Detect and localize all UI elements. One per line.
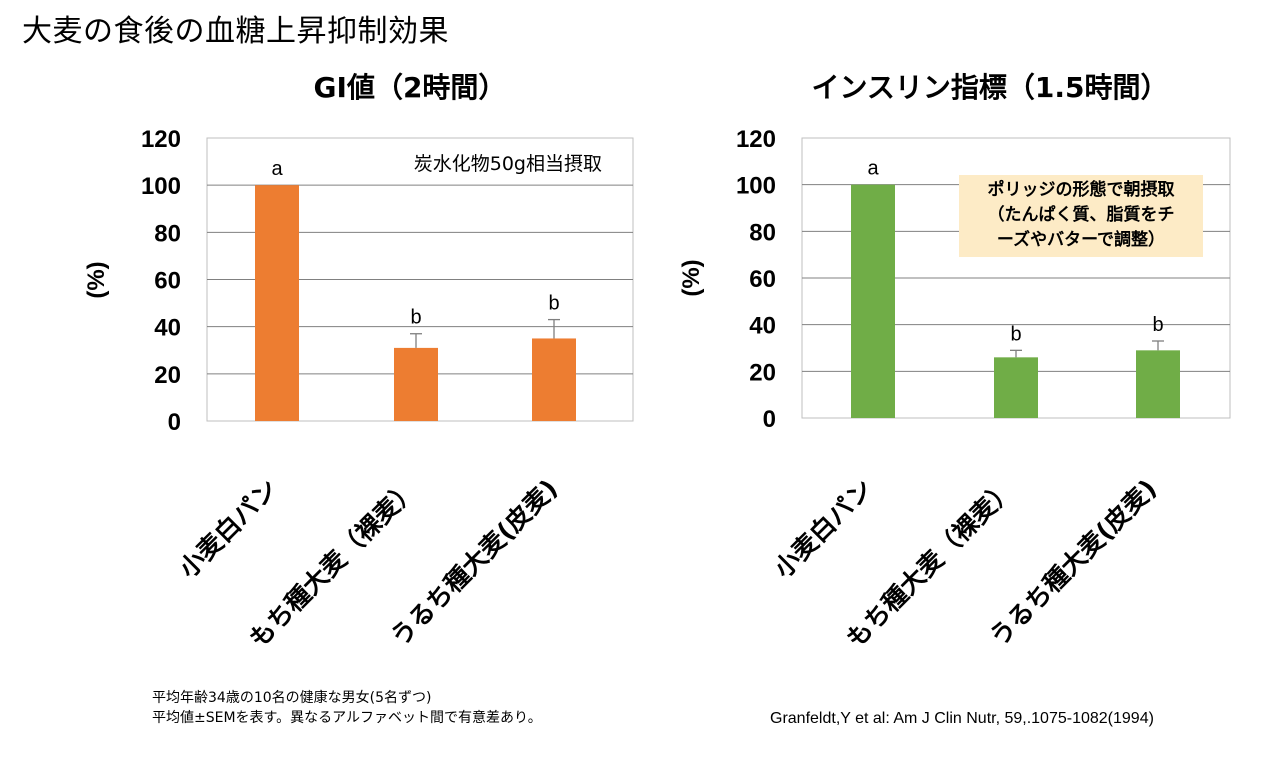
y-tick-label: 40: [154, 315, 181, 342]
citation: Granfeldt,Y et al: Am J Clin Nutr, 59,.1…: [770, 710, 1154, 727]
y-tick-label: 120: [141, 126, 181, 153]
y-tick-label: 20: [749, 359, 776, 386]
y-axis-label: (%): [678, 259, 705, 296]
significance-label: b: [548, 293, 559, 315]
chart-title-insulin: インスリン指標（1.5時間）: [811, 71, 1169, 104]
bar: [1136, 350, 1180, 418]
footnote: 平均年齢34歳の10名の健康な男女(5名ずつ) 平均値±SEMを表す。異なるアル…: [152, 688, 542, 728]
category-label: 小麦白パン: [173, 474, 283, 584]
significance-label: b: [410, 307, 421, 329]
significance-label: a: [867, 158, 879, 180]
y-tick-label: 80: [154, 220, 181, 247]
page-title: 大麦の食後の血糖上昇抑制効果: [22, 14, 449, 49]
bar: [532, 338, 576, 421]
y-tick-label: 0: [763, 406, 776, 433]
bar: [255, 185, 299, 421]
bar: [394, 347, 438, 421]
annotation-line: ポリッジの形態で朝摂取: [988, 179, 1175, 200]
footnote-line-1: 平均年齢34歳の10名の健康な男女(5名ずつ): [152, 690, 432, 706]
y-tick-label: 40: [749, 313, 776, 340]
chart-0: 020406080100120(%)abb小麦白パンもち種大麦（裸麦）うるち種大…: [83, 126, 634, 653]
category-label: 小麦白パン: [768, 474, 878, 584]
y-tick-label: 100: [141, 173, 181, 200]
y-tick-label: 60: [154, 268, 181, 295]
y-tick-label: 120: [736, 126, 776, 153]
bar: [851, 184, 895, 418]
bar: [994, 357, 1038, 418]
annotation-line: ーズやバターで調整）: [997, 229, 1165, 250]
annotation-line: （たんぱく質、脂質をチ: [988, 204, 1175, 225]
chart-title-gi: GI値（2時間）: [313, 71, 507, 104]
footnote-line-2: 平均値±SEMを表す。異なるアルファベット間で有意差あり。: [152, 710, 542, 726]
y-tick-label: 20: [154, 362, 181, 389]
significance-label: b: [1010, 323, 1021, 345]
significance-label: a: [271, 158, 283, 180]
y-tick-label: 80: [749, 219, 776, 246]
y-tick-label: 0: [168, 409, 181, 436]
y-axis-label: (%): [83, 261, 110, 298]
y-tick-label: 100: [736, 173, 776, 200]
annotation-box: [959, 175, 1203, 257]
annotation: 炭水化物50g相当摂取: [414, 153, 602, 175]
significance-label: b: [1152, 314, 1163, 336]
y-tick-label: 60: [749, 266, 776, 293]
